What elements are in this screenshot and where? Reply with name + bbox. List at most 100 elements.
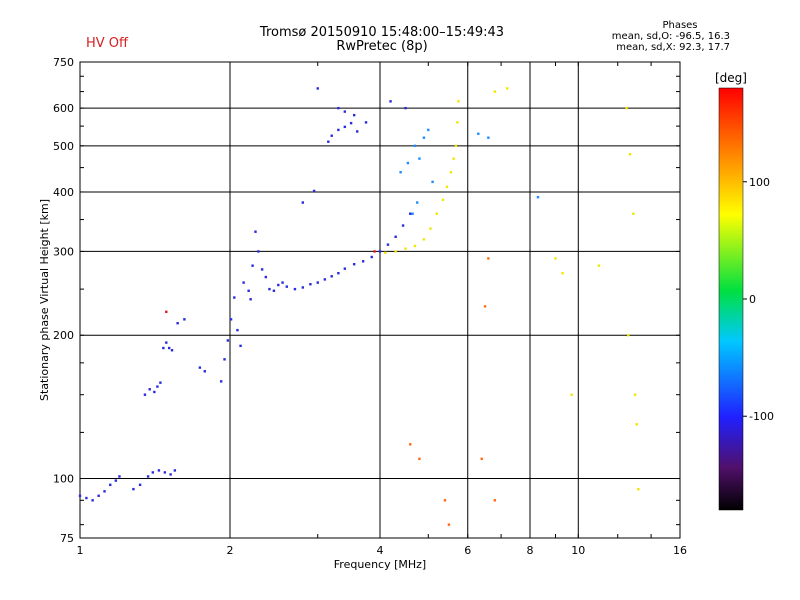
data-point bbox=[281, 281, 284, 284]
data-point bbox=[343, 125, 347, 129]
data-point bbox=[431, 180, 434, 184]
data-point bbox=[173, 469, 177, 472]
data-point bbox=[487, 257, 490, 260]
data-point bbox=[260, 268, 264, 271]
data-point bbox=[103, 490, 106, 493]
data-point bbox=[413, 144, 417, 148]
data-point bbox=[176, 321, 179, 325]
data-point bbox=[637, 487, 640, 491]
data-point bbox=[97, 494, 100, 497]
data-point bbox=[293, 287, 297, 291]
x-tick-label: 4 bbox=[377, 544, 384, 557]
data-point bbox=[394, 250, 397, 253]
y-tick-label: 750 bbox=[53, 56, 74, 69]
data-point bbox=[633, 393, 637, 396]
data-point bbox=[343, 267, 347, 270]
data-point bbox=[170, 349, 174, 352]
chart-title-line2: RwPretec (8p) bbox=[336, 39, 428, 54]
data-point bbox=[229, 318, 233, 321]
x-axis-label: Frequency [MHz] bbox=[334, 558, 426, 571]
data-point bbox=[415, 201, 419, 204]
y-tick-label: 300 bbox=[53, 245, 74, 258]
data-point bbox=[409, 443, 412, 446]
data-point bbox=[389, 100, 392, 103]
data-point bbox=[91, 499, 94, 502]
data-point bbox=[330, 275, 333, 278]
data-point bbox=[536, 195, 540, 199]
data-point bbox=[343, 110, 347, 113]
data-point bbox=[198, 366, 202, 369]
data-point bbox=[422, 238, 426, 241]
y-tick-label: 75 bbox=[60, 532, 74, 545]
data-point bbox=[409, 212, 412, 215]
data-point bbox=[312, 189, 316, 193]
data-point bbox=[301, 201, 305, 204]
data-point bbox=[257, 250, 260, 253]
data-point bbox=[167, 346, 171, 350]
data-point bbox=[285, 285, 288, 288]
data-point bbox=[337, 106, 340, 110]
data-point bbox=[628, 153, 632, 156]
phase-stats-o: mean, sd,O: -96.5, 16.3 bbox=[611, 31, 730, 42]
data-point bbox=[249, 298, 252, 301]
colorbar-tick-label: -100 bbox=[749, 410, 774, 423]
data-point bbox=[223, 358, 226, 361]
data-point bbox=[316, 87, 319, 90]
data-point bbox=[378, 250, 382, 253]
data-point bbox=[355, 130, 359, 133]
data-point bbox=[118, 475, 121, 478]
data-point bbox=[337, 272, 340, 275]
data-point bbox=[159, 381, 162, 384]
y-tick-label: 100 bbox=[53, 473, 74, 486]
colorbar-tick-label: 100 bbox=[749, 176, 770, 189]
data-point bbox=[384, 251, 387, 255]
data-point bbox=[151, 471, 155, 474]
x-tick-label: 16 bbox=[673, 544, 687, 557]
colorbar-label: [deg] bbox=[715, 71, 747, 85]
data-point bbox=[316, 281, 319, 284]
data-point bbox=[399, 171, 402, 174]
data-point bbox=[443, 499, 447, 502]
data-point bbox=[373, 250, 376, 253]
x-tick-label: 6 bbox=[464, 544, 471, 557]
data-point bbox=[327, 140, 330, 143]
data-point bbox=[109, 483, 112, 487]
data-point bbox=[487, 136, 490, 139]
x-tick-label: 2 bbox=[227, 544, 234, 557]
y-axis-label: Stationary phase Virtual Height [km] bbox=[38, 199, 51, 401]
data-point bbox=[554, 257, 557, 260]
data-point bbox=[162, 346, 165, 350]
data-point bbox=[277, 283, 280, 287]
data-point bbox=[625, 106, 628, 110]
data-point bbox=[349, 121, 353, 125]
y-tick-label: 400 bbox=[53, 186, 74, 199]
data-point bbox=[233, 296, 236, 299]
data-point bbox=[148, 388, 151, 391]
x-tick-label: 8 bbox=[527, 544, 534, 557]
data-point bbox=[418, 157, 421, 160]
data-point bbox=[427, 128, 430, 132]
data-point bbox=[132, 487, 135, 491]
data-point bbox=[429, 227, 432, 230]
data-point bbox=[264, 275, 268, 279]
data-point bbox=[404, 106, 407, 110]
data-point bbox=[411, 212, 414, 215]
data-point bbox=[330, 134, 333, 137]
data-point bbox=[247, 289, 250, 292]
colorbar-tick-label: 0 bbox=[749, 293, 756, 306]
data-point bbox=[454, 144, 458, 148]
data-point bbox=[254, 230, 257, 233]
data-point bbox=[183, 318, 186, 321]
y-tick-label: 600 bbox=[53, 102, 74, 115]
data-point bbox=[445, 185, 449, 189]
data-point bbox=[505, 87, 509, 90]
data-point bbox=[219, 380, 223, 383]
data-point bbox=[447, 523, 451, 526]
data-point bbox=[138, 483, 142, 487]
data-point bbox=[165, 341, 168, 344]
data-point bbox=[401, 224, 405, 227]
phase-stats-title: Phases bbox=[662, 20, 698, 31]
data-point bbox=[394, 235, 397, 238]
